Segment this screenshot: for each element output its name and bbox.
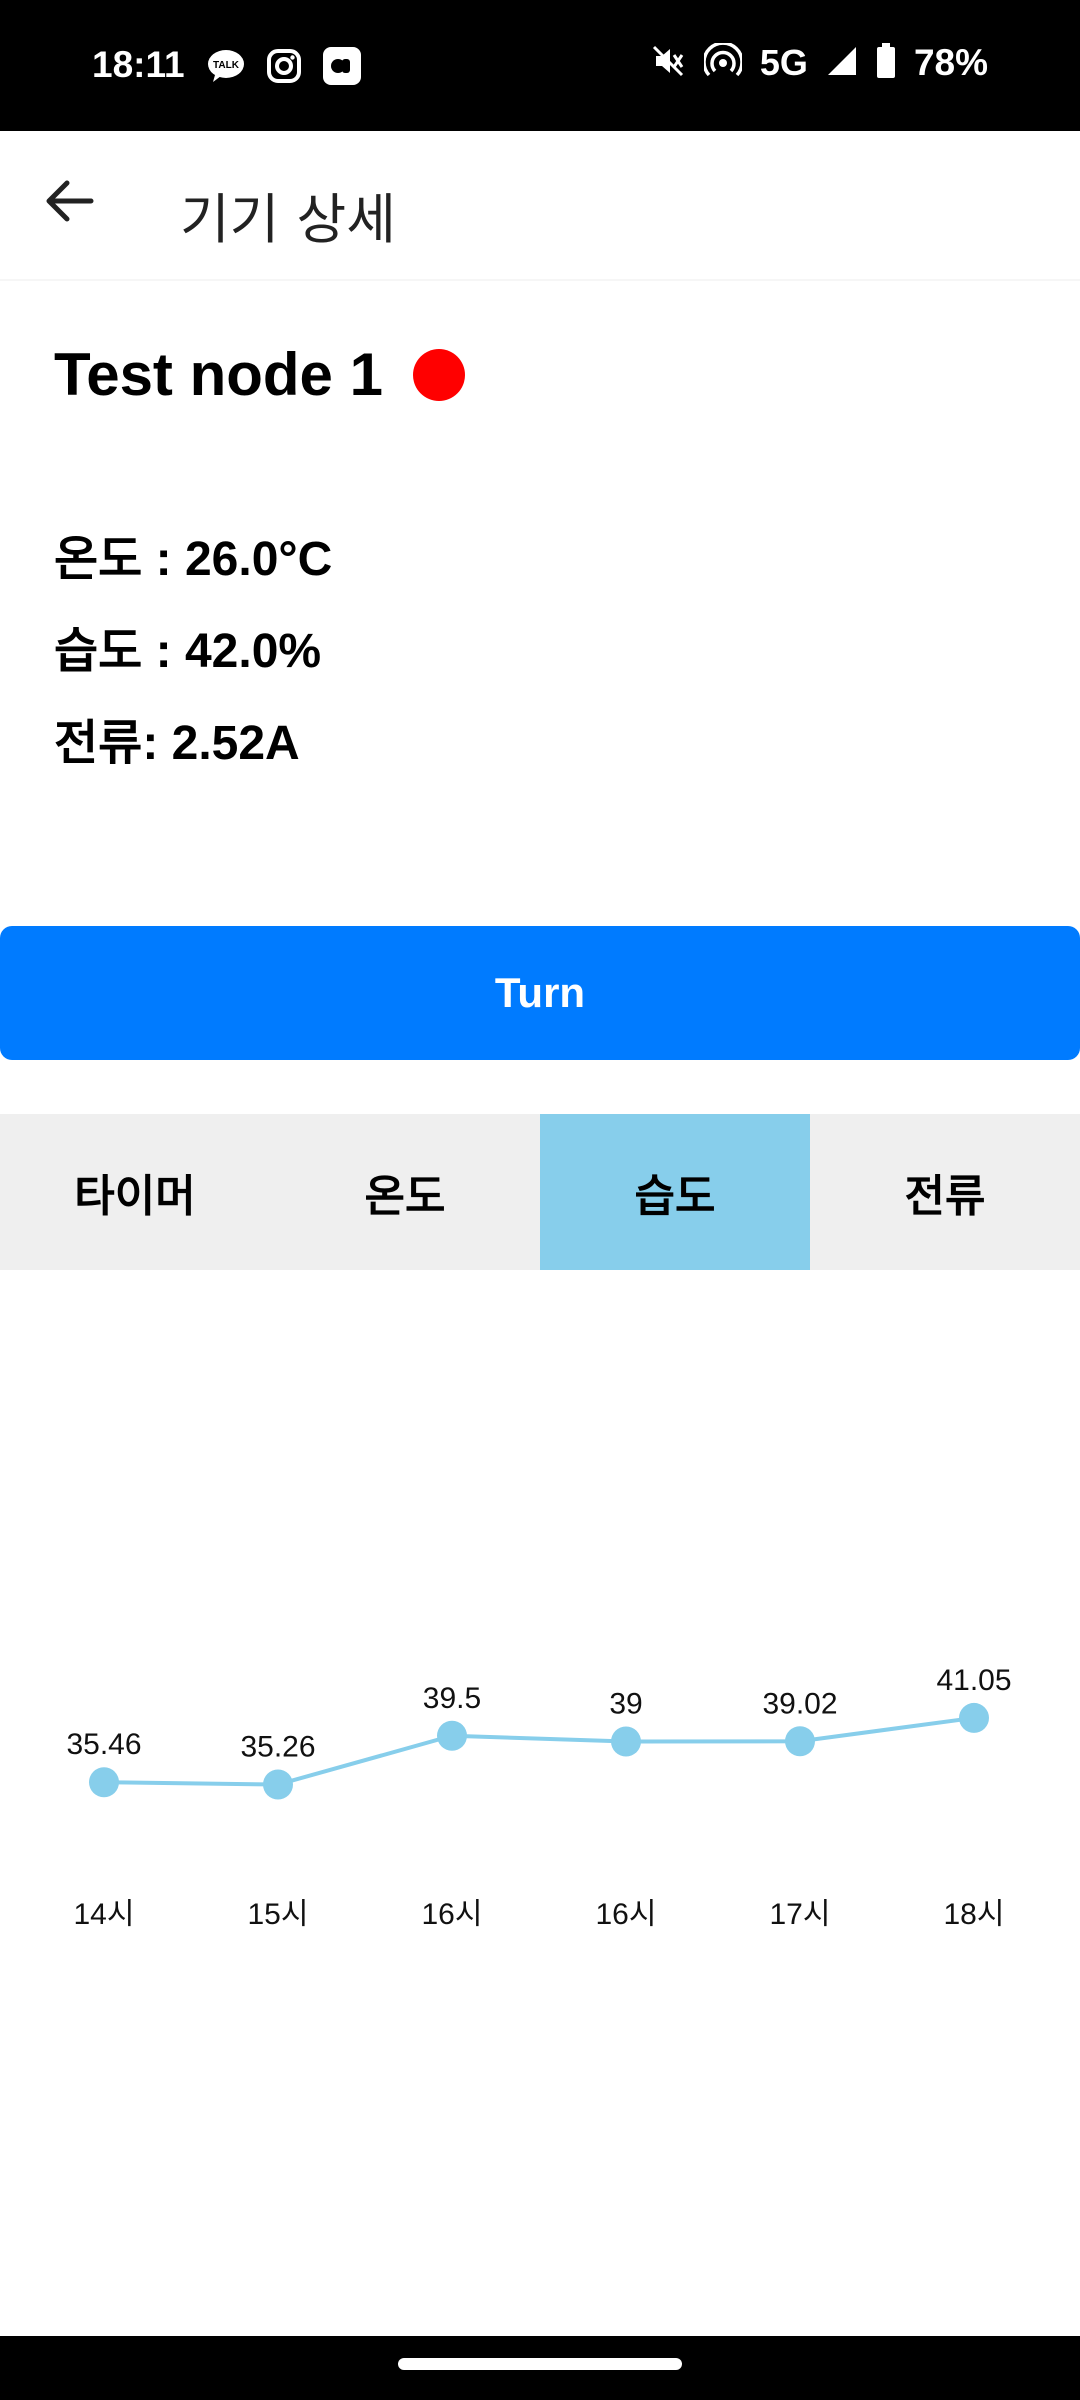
data-label: 35.26: [240, 1731, 315, 1764]
current-reading: 전류: 2.52A: [54, 717, 300, 770]
x-tick-label: 18시: [944, 1898, 1005, 1931]
chart-tabs: 타이머 온도 습도 전류: [0, 1114, 1080, 1270]
notification-icons: TALK: [206, 46, 362, 86]
data-label: 41.05: [936, 1664, 1011, 1697]
turn-button[interactable]: Turn: [0, 926, 1080, 1060]
device-name: Test node 1: [54, 341, 383, 408]
humidity-reading: 습도 : 42.0%: [54, 625, 322, 678]
tab-humidity[interactable]: 습도: [540, 1114, 810, 1270]
x-tick-label: 14시: [74, 1898, 135, 1931]
temperature-reading: 온도 : 26.0°C: [54, 533, 333, 586]
svg-text:TALK: TALK: [213, 60, 240, 71]
x-tick-label: 16시: [422, 1898, 483, 1931]
back-button[interactable]: [30, 161, 110, 241]
tab-timer[interactable]: 타이머: [74, 1171, 196, 1222]
humidity-line-chart: 35.46 14시 35.26 15시 39.5 16시 39 16시 39.02 17시 41.0…: [66, 1664, 1011, 1931]
data-point[interactable]: [611, 1726, 641, 1757]
data-point[interactable]: [263, 1769, 293, 1800]
data-label: 39: [609, 1688, 642, 1721]
tab-temperature[interactable]: 온도: [364, 1171, 446, 1222]
mute-icon: [650, 43, 686, 83]
page-title: 기기 상세: [180, 188, 396, 251]
x-tick-label: 16시: [596, 1898, 657, 1931]
arrow-left-icon: [46, 180, 94, 222]
battery-percent: 78%: [913, 42, 988, 83]
sensor-readings: 온도 : 26.0°C 습도 : 42.0% 전류: 2.52A: [54, 528, 332, 804]
home-handle[interactable]: [398, 2358, 682, 2370]
hotspot-icon: [702, 41, 744, 83]
network-type: 5G: [759, 42, 808, 83]
navigation-bar: [0, 2336, 1080, 2400]
signal-icon: [826, 45, 858, 81]
battery-icon: [876, 43, 896, 83]
app-bar: 기기 상세: [0, 131, 1080, 281]
app-icon: [322, 46, 362, 86]
status-indicators: 5G 78%: [650, 41, 988, 84]
data-point[interactable]: [959, 1702, 989, 1733]
series-line: [103, 1715, 975, 1787]
status-time: 18:11: [92, 44, 185, 85]
status-bar: 18:11 TALK 5G 78%: [0, 0, 1080, 131]
data-point[interactable]: [437, 1720, 467, 1751]
x-tick-label: 15시: [248, 1898, 309, 1931]
kakaotalk-icon: TALK: [206, 46, 246, 86]
tab-current[interactable]: 전류: [904, 1171, 986, 1222]
data-point[interactable]: [89, 1767, 119, 1798]
instagram-icon: [264, 46, 304, 86]
device-header: Test node 1: [54, 340, 465, 409]
data-label: 35.46: [66, 1728, 141, 1761]
x-tick-label: 17시: [770, 1898, 831, 1931]
data-point[interactable]: [785, 1726, 815, 1757]
data-label: 39.5: [423, 1682, 481, 1715]
device-status-indicator: [412, 348, 465, 401]
data-label: 39.02: [762, 1687, 837, 1720]
